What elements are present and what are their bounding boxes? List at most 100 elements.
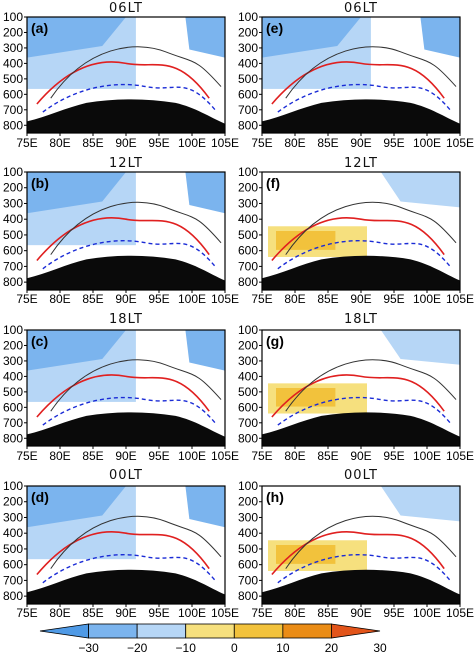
shade-cold-mid — [262, 17, 361, 58]
contour-positive — [36, 530, 210, 576]
colorbar-label: −30 — [78, 641, 99, 655]
y-tick-label: 600 — [238, 87, 258, 101]
shade-warm-mid — [276, 545, 336, 564]
y-tick-label: 800 — [238, 118, 258, 132]
shade-warm-mid — [276, 231, 336, 250]
colorbar: −30 −20 −10 0 10 20 30 — [39, 623, 387, 655]
x-tick-label: 100E — [178, 606, 206, 620]
y-tick-label: 500 — [238, 72, 258, 86]
colorbar-segment — [233, 623, 284, 639]
shade-cold-weak — [380, 172, 460, 208]
panel-label: (h) — [266, 489, 284, 505]
x-tick-label: 95E — [383, 136, 404, 150]
x-tick-label: 90E — [115, 606, 136, 620]
y-tick-label: 200 — [238, 25, 258, 39]
x-tick-label: 105E — [446, 292, 474, 306]
shade-cold-mid — [420, 17, 460, 58]
colorbar-segment — [136, 623, 187, 639]
x-tick-label: 85E — [317, 136, 338, 150]
contour-negative — [42, 240, 216, 270]
terrain — [27, 255, 225, 290]
shade-cold-mid — [27, 172, 126, 214]
y-tick-label: 200 — [3, 338, 23, 352]
x-tick-label: 100E — [178, 449, 206, 463]
panel-time-title: 18LT — [109, 312, 143, 327]
x-tick-label: 90E — [350, 136, 371, 150]
y-tick-label: 600 — [3, 87, 23, 101]
shade-cold-mid — [27, 486, 126, 528]
x-tick-label: 95E — [148, 449, 169, 463]
x-tick-label: 85E — [317, 292, 338, 306]
panel-plot-area — [27, 172, 225, 290]
y-tick-label: 500 — [3, 228, 23, 242]
contour-positive — [271, 530, 445, 576]
y-tick-label: 700 — [3, 259, 23, 273]
x-tick-label: 105E — [446, 606, 474, 620]
x-tick-label: 90E — [115, 449, 136, 463]
x-tick-label: 100E — [413, 606, 441, 620]
panel-label: (d) — [31, 489, 49, 505]
x-tick-label: 80E — [49, 606, 70, 620]
shade-cold-mid — [185, 330, 225, 371]
x-tick-label: 105E — [446, 449, 474, 463]
x-tick-label: 75E — [251, 136, 272, 150]
terrain — [262, 255, 460, 290]
colorbar-label: 0 — [231, 641, 238, 655]
x-tick-label: 105E — [211, 292, 239, 306]
y-tick-label: 600 — [238, 400, 258, 414]
y-tick-label: 200 — [3, 181, 23, 195]
panel-time-title: 00LT — [344, 468, 378, 483]
x-tick-label: 80E — [284, 292, 305, 306]
colorbar-segment — [185, 623, 235, 639]
panel-label: (e) — [266, 20, 283, 36]
colorbar-label: 30 — [373, 641, 387, 655]
y-tick-label: 400 — [238, 56, 258, 70]
y-tick-label: 700 — [3, 416, 23, 430]
x-tick-label: 100E — [413, 292, 441, 306]
y-tick-label: 400 — [238, 212, 258, 226]
contour-zero — [285, 201, 457, 255]
y-tick-label: 700 — [238, 259, 258, 273]
x-tick-label: 105E — [211, 449, 239, 463]
contour-negative — [277, 240, 451, 270]
y-tick-label: 300 — [3, 354, 23, 368]
y-tick-label: 300 — [3, 41, 23, 55]
y-tick-label: 700 — [3, 103, 23, 117]
panel-time-title: 18LT — [344, 312, 378, 327]
x-tick-label: 85E — [317, 449, 338, 463]
shade-warm-mid — [276, 388, 336, 407]
colorbar-segment — [331, 623, 381, 639]
x-tick-label: 95E — [383, 292, 404, 306]
terrain — [27, 569, 225, 604]
contour-zero — [285, 46, 457, 99]
colorbar-segment — [282, 623, 332, 639]
x-tick-label: 100E — [413, 136, 441, 150]
y-tick-label: 100 — [3, 165, 23, 179]
y-tick-label: 400 — [3, 56, 23, 70]
panel-label: (b) — [31, 175, 49, 191]
x-tick-label: 100E — [413, 449, 441, 463]
panel-time-title: 12LT — [344, 156, 378, 171]
terrain — [27, 99, 225, 133]
x-tick-label: 90E — [350, 606, 371, 620]
contour-positive — [36, 61, 210, 105]
colorbar-label: 10 — [276, 641, 290, 655]
x-tick-label: 85E — [317, 606, 338, 620]
y-tick-label: 100 — [238, 165, 258, 179]
colorbar-segment — [39, 623, 89, 639]
panel-plot-area — [262, 172, 460, 290]
panel-label: (f) — [266, 175, 280, 191]
y-tick-label: 200 — [238, 495, 258, 509]
panel-label: (a) — [31, 20, 48, 36]
x-tick-label: 75E — [251, 606, 272, 620]
y-tick-label: 800 — [238, 589, 258, 603]
contour-zero — [50, 201, 222, 255]
y-tick-label: 200 — [3, 495, 23, 509]
x-tick-label: 80E — [49, 449, 70, 463]
contour-positive — [271, 216, 445, 262]
